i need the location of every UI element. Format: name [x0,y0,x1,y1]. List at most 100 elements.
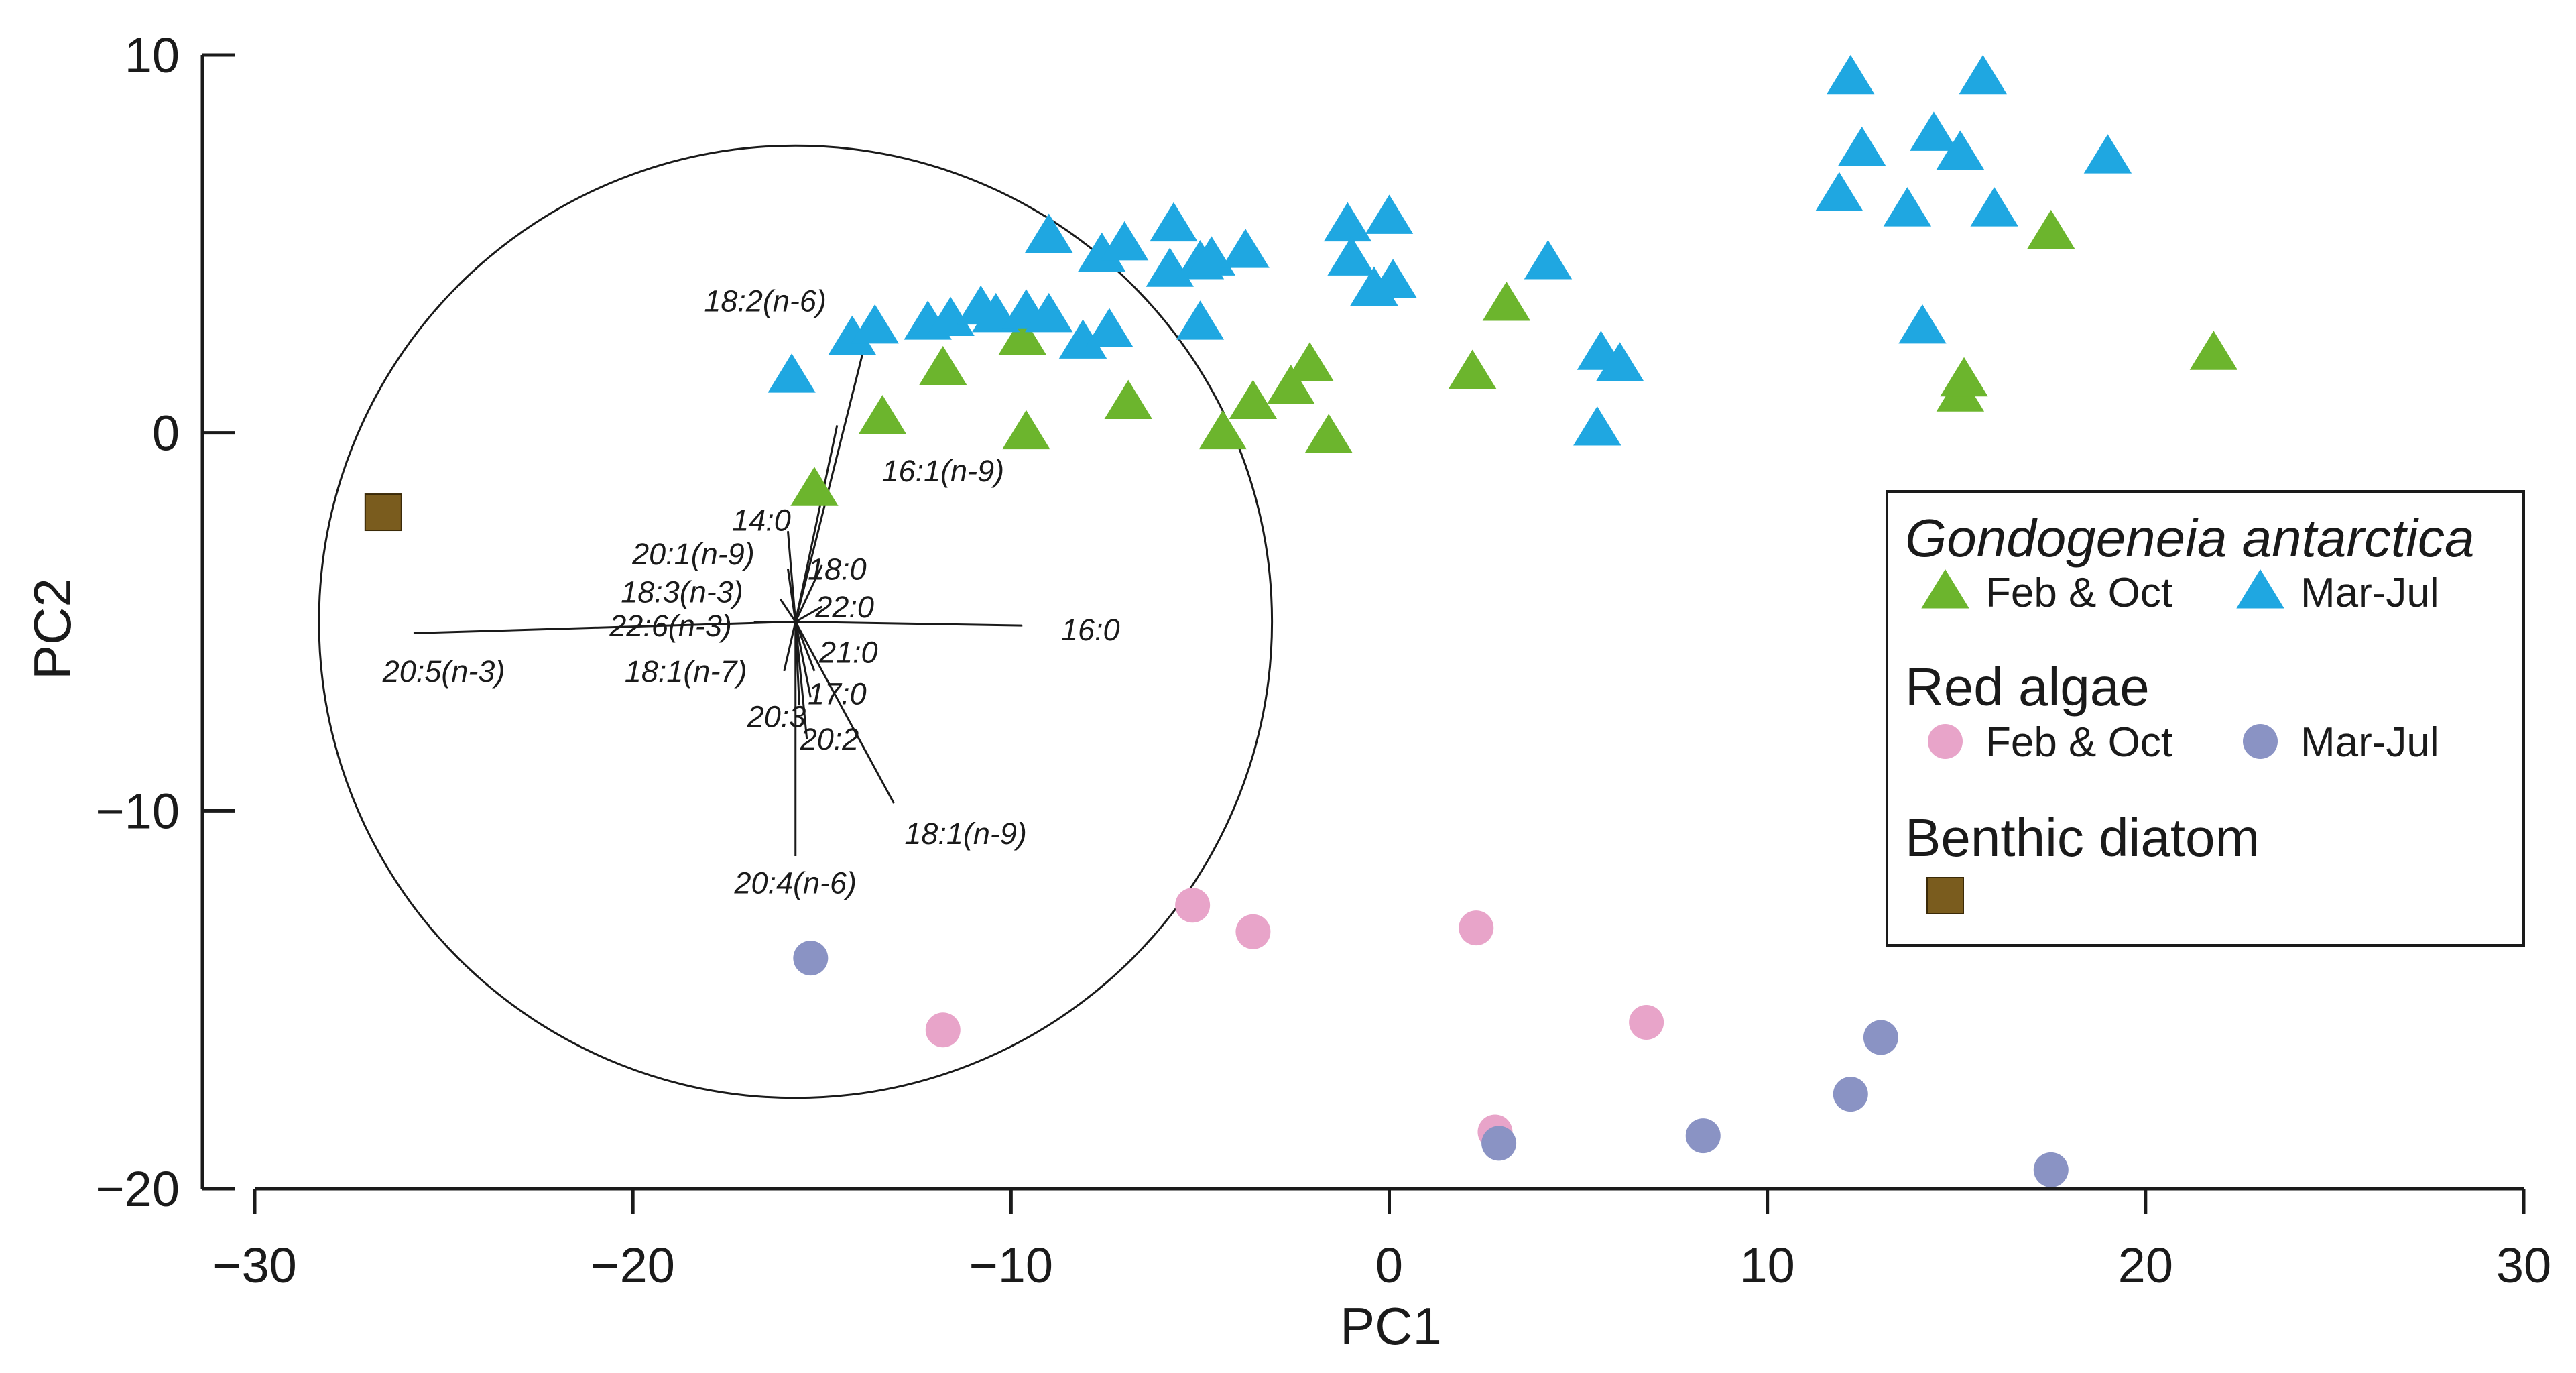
data-point [1595,342,1644,381]
data-point [925,1012,961,1048]
legend-entry-label: Feb & Oct [1985,570,2172,616]
y-tick-label: −20 [95,1161,180,1217]
x-axis-label: PC1 [1340,1297,1442,1356]
legend-marker [1926,877,1964,914]
y-tick-label: 0 [152,406,180,461]
x-tick-label: −20 [591,1238,675,1293]
loading-vector [794,425,839,622]
legend-marker [2243,724,2278,759]
legend-group-title: Benthic diatom [1905,808,2260,868]
x-tick-label: −30 [212,1238,297,1293]
loading-vector [779,598,797,623]
loading-circle [318,144,1274,1099]
data-point [1833,1077,1868,1112]
loading-vector-label: 18:0 [808,552,867,587]
data-point [1176,300,1225,340]
loading-vector-label: 16:1(n-9) [881,454,1004,488]
loading-vector-label: 18:1(n-9) [904,817,1027,851]
data-point [1058,319,1107,359]
data-point [1235,914,1271,949]
x-tick-label: 0 [1375,1238,1403,1293]
data-point [1827,54,1875,95]
loading-vector [794,564,823,623]
data-point [1970,187,2018,227]
data-point [1898,304,1947,344]
data-point [1002,410,1050,450]
legend-marker [1921,569,1969,609]
legend-marker [1928,724,1963,759]
data-point [1100,221,1149,261]
loading-vector [795,605,822,623]
data-point [1940,357,1988,397]
data-point [1365,194,1414,234]
data-point [2027,209,2075,249]
legend-group-title: Red algae [1905,657,2150,717]
loading-vector-label: 14:0 [732,503,791,537]
loading-vector [794,621,895,804]
data-point [1286,342,1334,381]
y-axis-label: PC2 [23,578,82,680]
data-point [828,315,877,355]
data-point [1815,172,1863,212]
data-point [1078,232,1126,272]
data-point [1323,202,1372,242]
data-point [1369,259,1417,298]
data-point [919,345,967,385]
x-tick-label: 30 [2496,1238,2551,1293]
legend-entry-label: Mar-Jul [2301,719,2439,766]
data-point [2033,1152,2069,1187]
data-point [1025,213,1073,253]
data-point [1229,379,1278,420]
data-point [1936,130,1985,170]
loading-vector-label: 17:0 [808,677,867,711]
loading-vector-label: 18:2(n-6) [704,284,826,318]
loading-vector-label: 18:3(n-3) [621,575,743,609]
loading-vector-label: 22:0 [814,590,874,624]
data-point [1327,236,1375,276]
data-point [1685,1118,1721,1154]
data-point [790,467,839,506]
data-point [1883,187,1932,227]
x-tick-label: 10 [1740,1238,1795,1293]
data-point [858,395,907,434]
legend-group-title: Gondogeneia antarctica [1905,508,2475,568]
data-point [1573,406,1621,446]
data-point [1085,308,1133,347]
data-point [851,304,899,344]
data-point [1910,111,1958,151]
data-point [1524,240,1573,280]
data-point [1025,292,1073,333]
loading-vector-label: 21:0 [818,636,878,670]
loading-vector [786,569,797,622]
data-point [793,941,829,976]
y-tick-label: −10 [95,783,180,839]
data-point [1482,282,1531,321]
data-point [998,315,1046,355]
points-layer [364,54,2238,1187]
data-point [1863,1020,1898,1055]
data-point [926,296,975,337]
loading-vector-label: 20:4(n-6) [733,865,857,900]
legend-entry-label: Mar-Jul [2301,570,2439,616]
loading-vector [783,621,797,672]
legend-box [1886,490,2525,947]
data-point [2083,134,2132,174]
data-point [1175,888,1211,923]
loading-vector-label: 18:1(n-7) [625,654,747,689]
loading-vector-label: 20:2 [800,722,859,756]
data-point [1150,202,1198,242]
data-point [1481,1126,1517,1161]
loading-vector [413,621,796,634]
loading-vector [794,334,869,622]
data-point [1629,1004,1664,1040]
axes-layer: −30 −20 −10 0 10 20 30 −20 −10 0 10 [95,27,2551,1293]
loading-vector [794,621,812,698]
legend-marker [2236,569,2284,609]
data-point [1838,126,1886,166]
legend-entry-label: Feb & Oct [1985,719,2172,766]
loading-vector-label: 20:1(n-9) [631,537,755,571]
loading-vector-label: 16:0 [1061,613,1120,647]
data-point [2189,331,2238,370]
